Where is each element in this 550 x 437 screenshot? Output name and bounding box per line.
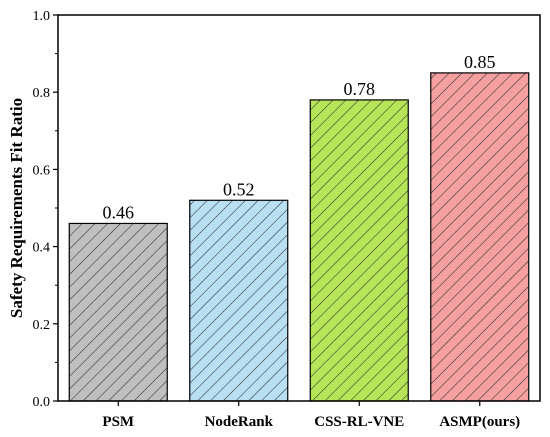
bar-noderank [189,199,289,402]
y-tick-label: 0.2 [33,318,51,333]
y-tick-label: 1.0 [33,9,51,24]
y-tick-label: 0.0 [33,395,51,410]
x-tick-label: PSM [102,414,134,430]
y-tick-label: 0.4 [33,241,51,256]
data-label: 0.46 [103,202,135,222]
x-axis: PSM NodeRank CSS-RL-VNE ASMP(ours) [102,401,520,430]
bars-group [68,72,530,402]
y-tick-label: 0.8 [33,86,51,101]
data-label: 0.52 [223,179,255,199]
y-axis-title: Safety Requirements Fit Ratio [7,98,26,318]
x-tick-label: NodeRank [205,414,274,430]
x-tick-label: CSS-RL-VNE [314,414,404,430]
data-labels-group: 0.46 0.52 0.78 0.85 [103,52,496,223]
bar-css-rl-vne [309,99,409,402]
data-label: 0.78 [344,79,376,99]
bar-psm [68,222,168,402]
bar-asmp-ours [430,72,530,402]
y-tick-label: 0.6 [33,163,51,178]
y-axis: 0.0 0.2 0.4 0.6 0.8 1.0 [33,9,58,410]
x-tick-label: ASMP(ours) [439,414,520,430]
data-label: 0.85 [464,52,496,72]
